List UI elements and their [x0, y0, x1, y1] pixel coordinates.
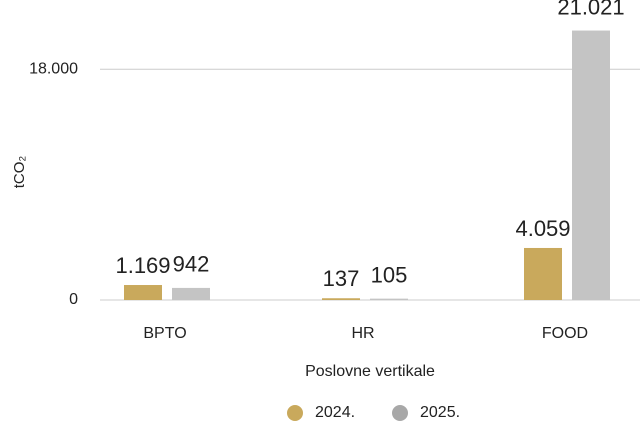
- data-label: 137: [323, 266, 360, 291]
- legend-label: 2025.: [420, 404, 460, 421]
- data-label: 21.021: [557, 0, 624, 19]
- bar: [124, 285, 162, 300]
- data-label: 4.059: [515, 216, 570, 241]
- legend-label: 2024.: [315, 404, 355, 421]
- data-label: 942: [173, 252, 210, 277]
- x-tick-label: FOOD: [542, 325, 588, 342]
- y-tick-label: 0: [69, 291, 78, 308]
- data-label: 105: [371, 262, 408, 287]
- data-label: 1.169: [115, 253, 170, 278]
- bar: [172, 287, 210, 300]
- y-tick-label: 18.000: [29, 60, 78, 77]
- bar: [524, 247, 562, 300]
- x-tick-label: BPTO: [143, 325, 186, 342]
- bar: [572, 30, 610, 300]
- x-tick-label: HR: [351, 325, 374, 342]
- legend-marker: [287, 405, 303, 421]
- legend-marker: [392, 405, 408, 421]
- bar: [370, 298, 408, 300]
- x-axis-title: Poslovne vertikale: [305, 363, 435, 380]
- bar: [322, 298, 360, 300]
- y-axis-title: tCO₂: [11, 156, 28, 189]
